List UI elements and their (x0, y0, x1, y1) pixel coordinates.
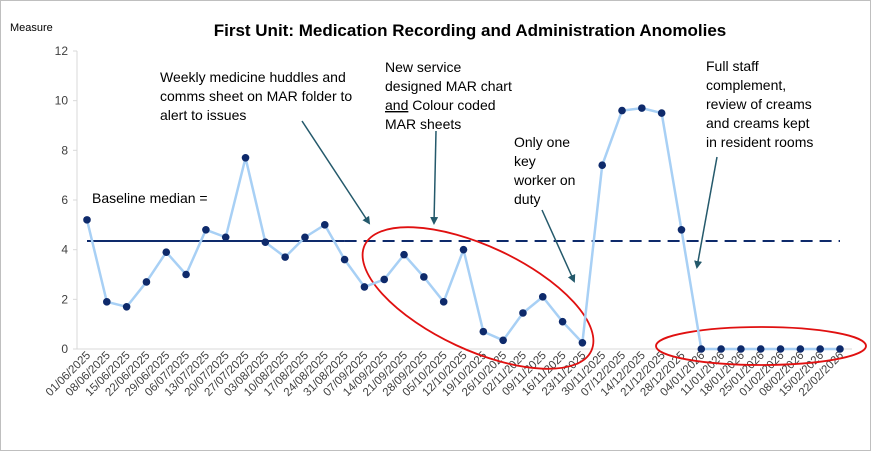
arrow-huddles (301, 120, 371, 225)
data-point (737, 345, 745, 353)
highlight-ellipse-decline (361, 226, 595, 370)
data-point (578, 338, 587, 347)
data-point (499, 336, 507, 345)
chart-title: First Unit: Medication Recording and Adm… (214, 21, 727, 40)
data-point (796, 345, 805, 353)
annotation-full-staff-line-4: and creams kept (706, 115, 810, 131)
data-point (638, 104, 646, 112)
annotation-key-worker-line-3: worker on (513, 172, 575, 188)
data-point (459, 245, 468, 254)
y-axis-label: Measure (10, 22, 53, 34)
data-point (380, 275, 389, 284)
y-tick-label: 0 (61, 342, 68, 356)
annotation-key-worker-line-1: Only one (514, 134, 570, 150)
data-point (677, 226, 686, 234)
data-point (340, 255, 349, 264)
data-point (836, 345, 844, 353)
annotation-baseline: Baseline median = (92, 190, 208, 206)
data-point (360, 283, 369, 291)
y-tick-label: 4 (61, 243, 68, 257)
y-tick-label: 6 (61, 193, 68, 207)
annotation-huddles: Weekly medicine huddles and comms sheet … (160, 69, 356, 123)
data-point (83, 216, 91, 224)
annotation-new-service-line-2: designed MAR chart (385, 78, 512, 94)
y-ticks: 0 2 4 6 8 10 12 (55, 44, 77, 356)
annotation-key-worker-line-4: duty (514, 191, 540, 207)
data-point (618, 106, 626, 115)
highlight-ellipse-zero-run (655, 326, 867, 366)
annotation-new-service-line-3: Colour coded (412, 97, 495, 113)
annotation-full-staff-line-3: review of creams (706, 96, 812, 112)
data-point (776, 345, 785, 353)
data-point (261, 238, 270, 247)
annotation-key-worker: Only one key worker on duty (513, 134, 579, 207)
data-point (320, 221, 329, 229)
data-point (538, 293, 547, 301)
arrow-full-staff (694, 156, 718, 269)
y-tick-label: 12 (55, 44, 69, 58)
data-point (519, 309, 527, 317)
y-tick-label: 10 (55, 94, 69, 108)
annotation-full-staff-line-1: Full staff (706, 58, 759, 74)
data-point (122, 302, 131, 311)
y-tick-label: 8 (61, 143, 68, 157)
annotation-full-staff-line-5: in resident rooms (706, 134, 813, 150)
data-point (657, 109, 666, 117)
data-point (103, 298, 111, 306)
annotation-new-service-and: and (385, 97, 408, 113)
data-point (717, 345, 725, 353)
data-point (202, 226, 210, 234)
data-point (400, 250, 408, 259)
annotation-huddles-line-3: alert to issues (160, 107, 246, 123)
arrow-key-worker (541, 209, 576, 283)
data-point (816, 345, 824, 353)
data-point (301, 233, 309, 242)
data-point (439, 298, 448, 306)
data-point (420, 273, 428, 281)
data-point (756, 345, 765, 353)
data-point (162, 248, 171, 256)
arrow-new-service (430, 130, 439, 225)
data-point (281, 253, 289, 261)
annotation-full-staff: Full staff complement, review of creams … (706, 58, 816, 150)
x-ticks: 01/06/202508/06/202515/06/202522/06/2025… (44, 350, 846, 399)
data-point (142, 278, 151, 286)
data-point (697, 345, 706, 353)
annotation-new-service-line-4: MAR sheets (385, 116, 461, 132)
data-point (221, 233, 230, 242)
annotation-key-worker-line-2: key (514, 153, 536, 169)
annotation-new-service-line-1: New service (385, 59, 461, 75)
annotation-huddles-line-1: Weekly medicine huddles and (160, 69, 346, 85)
data-point (558, 317, 567, 326)
y-tick-label: 2 (61, 292, 68, 306)
data-point (182, 270, 190, 279)
data-point (598, 161, 607, 170)
annotation-huddles-line-2: comms sheet on MAR folder to (160, 88, 352, 104)
data-point (241, 153, 250, 162)
data-point (479, 327, 488, 336)
annotation-new-service: New service designed MAR chart and Colou… (385, 59, 516, 132)
annotation-full-staff-line-2: complement, (706, 77, 786, 93)
series-points (83, 104, 844, 353)
